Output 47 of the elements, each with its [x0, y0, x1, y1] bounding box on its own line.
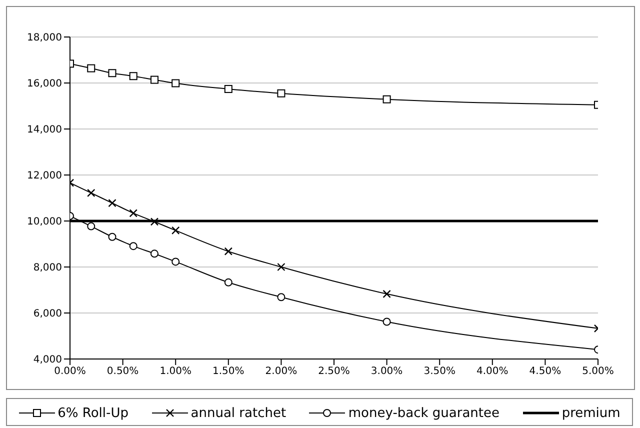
point [129, 72, 138, 80]
y-tick-label: 18,000 [27, 32, 62, 44]
y-tick-label: 8,000 [33, 262, 62, 274]
point [150, 76, 158, 84]
x-tick-label: 5.00% [582, 366, 614, 378]
point [277, 89, 286, 98]
point [129, 242, 138, 250]
point [108, 232, 116, 241]
point [277, 293, 286, 302]
point [172, 258, 180, 266]
y-tick-label: 16,000 [27, 78, 62, 90]
y-tick-label: 10,000 [27, 216, 62, 228]
point [382, 95, 391, 104]
point [172, 79, 180, 88]
point [87, 188, 96, 198]
point [172, 226, 180, 235]
point [87, 64, 96, 72]
y-tick-label: 6,000 [33, 308, 62, 320]
y-tick-label: 14,000 [27, 124, 62, 136]
point [150, 218, 159, 226]
y-tick-label: 12,000 [27, 170, 62, 182]
point [87, 222, 96, 230]
point [108, 198, 116, 208]
x-tick-label: 3.00% [370, 366, 403, 378]
x-tick-label: 3.50% [424, 366, 456, 378]
point [382, 318, 391, 326]
legend-label: 6% Roll-Up [58, 406, 128, 420]
point [224, 84, 232, 93]
point [224, 247, 232, 256]
point [108, 69, 116, 78]
point [382, 290, 391, 298]
legend-label: annual ratchet [190, 406, 286, 420]
x-tick-label: 0.00% [54, 366, 86, 378]
x-tick-label: 2.00% [265, 366, 298, 378]
x-tick-label: 4.50% [529, 366, 562, 378]
point [129, 209, 138, 218]
x-tick-label: 1.50% [212, 366, 244, 378]
x-tick-label: 0.50% [106, 366, 139, 378]
point [150, 250, 158, 258]
point [277, 262, 286, 272]
x-tick-label: 4.00% [476, 366, 508, 378]
legend-label: money-back guarantee [348, 406, 500, 420]
x-tick-label: 1.00% [160, 366, 192, 378]
x-tick-label: 2.50% [318, 366, 350, 378]
point [224, 278, 232, 286]
legend-label: premium [562, 406, 620, 420]
y-tick-label: 4,000 [33, 354, 62, 366]
